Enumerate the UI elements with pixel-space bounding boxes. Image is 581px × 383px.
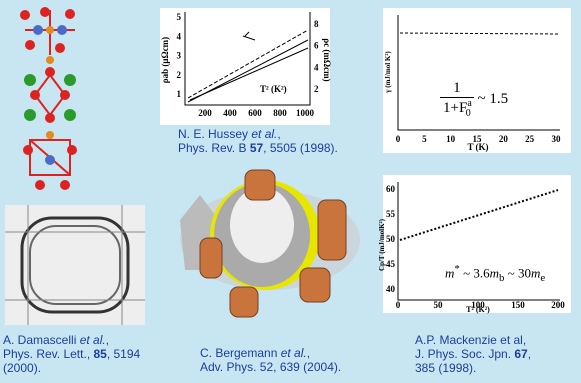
y-tick-label: 1 bbox=[177, 89, 182, 99]
x-tick-label: 20 bbox=[499, 134, 509, 144]
x-axis-label: T² (K²) bbox=[466, 305, 490, 314]
fermi-surface bbox=[180, 170, 360, 317]
y-tick-label: 60 bbox=[386, 184, 396, 194]
f: e bbox=[540, 272, 545, 284]
sub: 0 bbox=[466, 108, 471, 119]
f: ~ 30 bbox=[504, 265, 531, 280]
t: (2000). bbox=[3, 361, 41, 375]
x-tick-label: 800 bbox=[273, 108, 287, 118]
f: ~ 3.6 bbox=[460, 265, 490, 280]
x-axis-label: T² (K²) bbox=[260, 84, 287, 94]
slide: 2004006008001000123452468T² (K²)ρab (μΩc… bbox=[0, 0, 581, 383]
f: m bbox=[531, 265, 540, 280]
t: 85 bbox=[93, 347, 106, 361]
t: N. E. Hussey bbox=[178, 127, 251, 141]
y2-tick-label: 8 bbox=[314, 19, 319, 29]
y-tick-label: 4 bbox=[177, 31, 182, 41]
x-tick-label: 0 bbox=[396, 300, 401, 310]
caption: C. Bergemann et al.,Adv. Phys. 52, 639 (… bbox=[200, 346, 341, 374]
caption: N. E. Hussey et al., Phys. Rev. B 57, 550… bbox=[178, 127, 338, 155]
caption: A. Damascelli et al., Phys. Rev. Lett., 8… bbox=[3, 333, 140, 375]
y-tick-label: 55 bbox=[386, 209, 396, 219]
x-tick-label: 50 bbox=[434, 300, 444, 310]
y-tick-label: 5 bbox=[177, 12, 182, 22]
f: m bbox=[490, 265, 499, 280]
t: , bbox=[277, 127, 280, 141]
t: C. Bergemann bbox=[200, 346, 281, 360]
t: , bbox=[106, 333, 109, 347]
y-tick-label: 50 bbox=[386, 234, 396, 244]
x-tick-label: 1000 bbox=[296, 108, 315, 118]
x-tick-label: 10 bbox=[446, 134, 456, 144]
t: et al. bbox=[281, 346, 307, 360]
figures: 2004006008001000123452468T² (K²)ρab (μΩc… bbox=[0, 0, 581, 383]
x-tick-label: 30 bbox=[552, 134, 562, 144]
numerator: 1 bbox=[440, 80, 474, 97]
y-tick-label: 3 bbox=[177, 51, 182, 61]
t: 57 bbox=[250, 141, 263, 155]
formula: 1 1+Fa0 ~ 1.5 bbox=[440, 80, 508, 119]
x-tick-label: 600 bbox=[248, 108, 262, 118]
x-tick-label: 400 bbox=[223, 108, 237, 118]
arpes-map bbox=[5, 205, 145, 325]
y-tick-label: 2 bbox=[177, 70, 182, 80]
y-axis-label: γ (mJ/mol K²) bbox=[384, 51, 392, 94]
t: J. Phys. Soc. Jpn. bbox=[415, 347, 514, 361]
t: 385 (1998). bbox=[415, 361, 476, 375]
t: 67 bbox=[514, 347, 527, 361]
y2-tick-label: 4 bbox=[314, 62, 319, 72]
x-tick-label: 200 bbox=[198, 108, 212, 118]
rest: ~ 1.5 bbox=[478, 91, 509, 107]
x-tick-label: 25 bbox=[525, 134, 535, 144]
crystal-structure bbox=[20, 5, 80, 190]
t: , bbox=[528, 347, 531, 361]
formula: m* ~ 3.6mb ~ 30me bbox=[445, 263, 545, 284]
y-axis-label: ρab (μΩcm) bbox=[160, 37, 170, 83]
t: , 5194 bbox=[107, 347, 140, 361]
y-tick-label: 45 bbox=[386, 259, 396, 269]
t: A.P. Mackenzie et al, bbox=[415, 333, 526, 347]
t: A. Damascelli bbox=[3, 333, 80, 347]
denominator: 1+F bbox=[443, 100, 467, 116]
t: Phys. Rev. Lett., bbox=[3, 347, 93, 361]
x-tick-label: 150 bbox=[511, 300, 525, 310]
x-tick-label: 0 bbox=[396, 134, 401, 144]
y2-tick-label: 2 bbox=[314, 84, 319, 94]
x-tick-label: 200 bbox=[551, 300, 565, 310]
y2-axis-label: ρc (mΩcm) bbox=[322, 38, 332, 81]
x-axis-label: T (K) bbox=[467, 142, 488, 152]
t: , 5505 (1998). bbox=[263, 141, 338, 155]
t: Adv. Phys. 52, 639 (2004). bbox=[200, 360, 341, 374]
x-tick-label: 5 bbox=[422, 134, 427, 144]
t: et al. bbox=[251, 127, 277, 141]
t: Phys. Rev. B bbox=[178, 141, 250, 155]
y-axis-label: Cp/T (mJ/molK²) bbox=[378, 218, 386, 271]
t: et al. bbox=[80, 333, 106, 347]
y-tick-label: 40 bbox=[386, 284, 396, 294]
t: , bbox=[307, 346, 310, 360]
y2-tick-label: 6 bbox=[314, 41, 319, 51]
caption: A.P. Mackenzie et al,J. Phys. Soc. Jpn. … bbox=[415, 333, 531, 375]
f: m bbox=[445, 265, 454, 280]
